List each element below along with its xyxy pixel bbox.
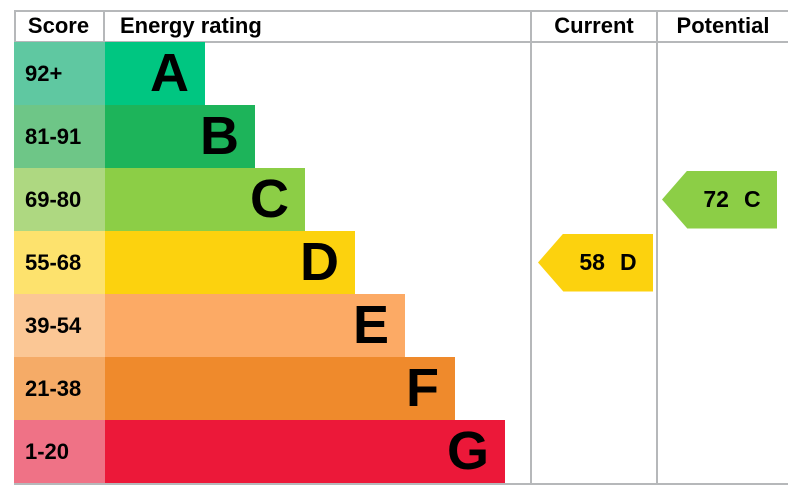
score-range-label: 1-20: [14, 420, 105, 483]
column-header-score: Score: [27, 13, 90, 38]
column-header-current: Current: [554, 13, 634, 38]
band-bar-d: D: [105, 231, 355, 294]
score-range-label: 39-54: [14, 294, 105, 357]
header-bottom-border: [14, 41, 788, 43]
band-bar-g: G: [105, 420, 505, 483]
band-letter: C: [250, 169, 289, 229]
band-row-a: 92+ A: [14, 42, 505, 105]
band-letter: D: [300, 232, 339, 292]
band-bar-b: B: [105, 105, 255, 168]
score-column-separator: [103, 10, 105, 43]
band-letter: F: [406, 358, 439, 418]
band-letter: B: [200, 106, 239, 166]
band-bar-c: C: [105, 168, 305, 231]
score-range-label: 55-68: [14, 231, 105, 294]
energy-rating-bands: 92+ A 81-91 B 69-80 C 55-68 D 39-54 E 21-38 F 1-20 G: [14, 42, 505, 483]
potential-rating-arrow: 72 C: [662, 170, 777, 229]
header-top-border: [14, 10, 788, 12]
band-row-c: 69-80 C: [14, 168, 505, 231]
chart-bottom-border: [14, 483, 788, 485]
band-letter: A: [150, 43, 189, 103]
column-header-energy-rating: Energy rating: [120, 13, 262, 38]
band-letter: E: [352, 295, 389, 355]
score-range-label: 92+: [14, 42, 105, 105]
current-column-separator: [530, 10, 532, 485]
potential-column-separator: [656, 10, 658, 485]
band-bar-f: F: [105, 357, 455, 420]
score-range-label: 21-38: [14, 357, 105, 420]
current-rating-band: D: [619, 249, 637, 275]
band-bar-a: A: [105, 42, 205, 105]
current-rating-arrow: 58 D: [538, 233, 653, 292]
band-row-e: 39-54 E: [14, 294, 505, 357]
score-range-label: 69-80: [14, 168, 105, 231]
band-row-d: 55-68 D: [14, 231, 505, 294]
band-bar-e: E: [105, 294, 405, 357]
band-letter: G: [446, 421, 489, 481]
potential-rating-band: C: [743, 186, 761, 212]
band-row-g: 1-20 G: [14, 420, 505, 483]
band-row-f: 21-38 F: [14, 357, 505, 420]
header-left-border: [14, 10, 16, 43]
band-row-b: 81-91 B: [14, 105, 505, 168]
column-header-potential: Potential: [676, 13, 770, 38]
potential-rating-value: 72: [703, 186, 729, 212]
current-rating-value: 58: [579, 249, 605, 275]
score-range-label: 81-91: [14, 105, 105, 168]
